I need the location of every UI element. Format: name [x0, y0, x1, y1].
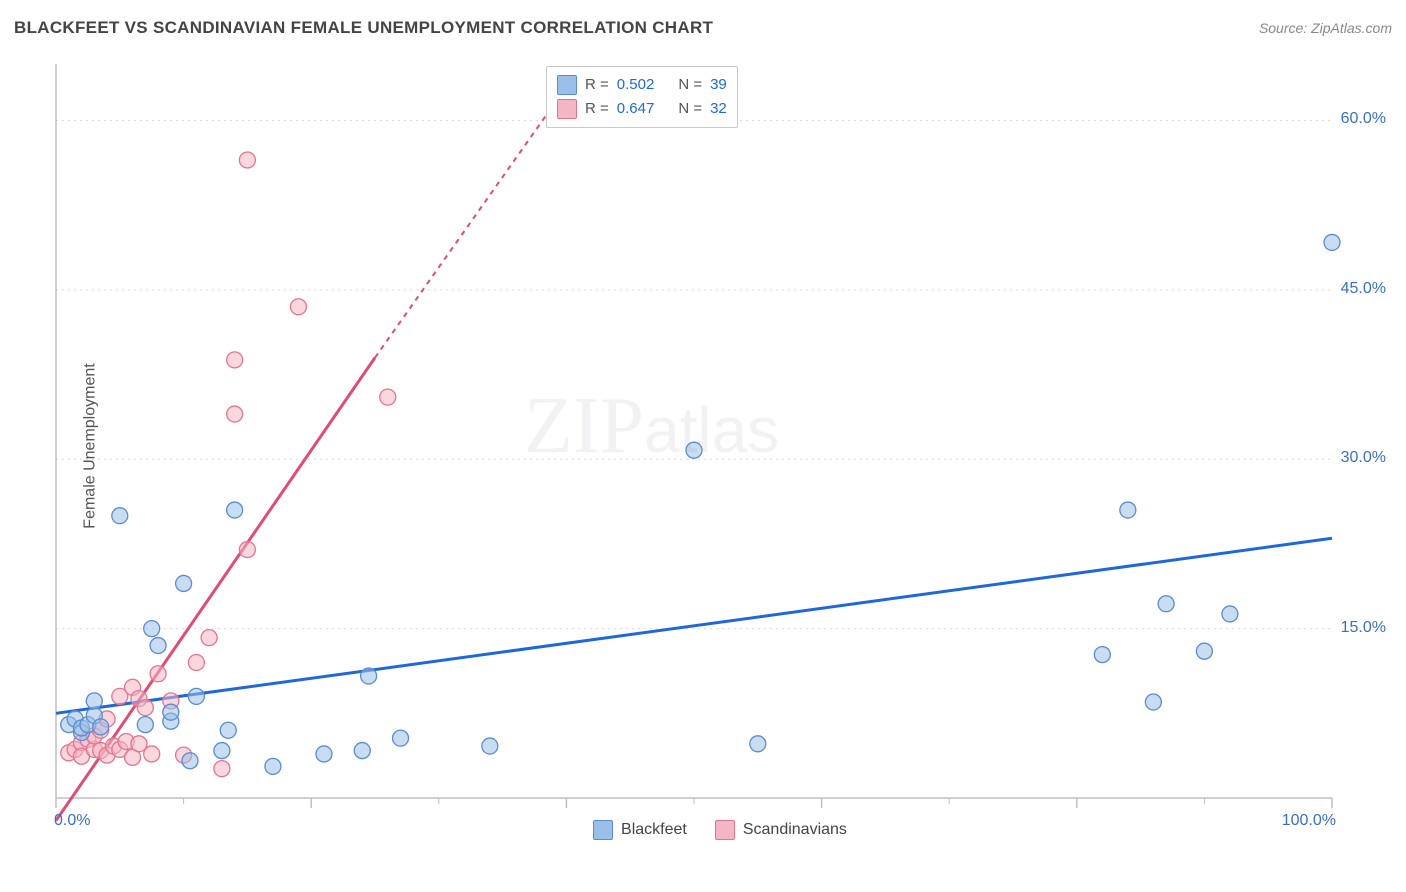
chart-title: BLACKFEET VS SCANDINAVIAN FEMALE UNEMPLO…	[14, 18, 713, 38]
stat-n-value-scandinavians: 32	[710, 97, 727, 121]
stat-row-scandinavians: R = 0.647 N = 32	[557, 97, 727, 121]
stat-swatch-scandinavians	[557, 99, 577, 119]
stat-swatch-blackfeet	[557, 75, 577, 95]
legend-label-blackfeet: Blackfeet	[621, 821, 687, 839]
stat-n-label: N =	[678, 97, 702, 121]
legend-item-scandinavians: Scandinavians	[715, 820, 847, 840]
stat-r-label: R =	[585, 97, 609, 121]
source-attribution: Source: ZipAtlas.com	[1259, 20, 1392, 36]
stat-r-value-blackfeet: 0.502	[617, 73, 655, 97]
stat-r-value-scandinavians: 0.647	[617, 97, 655, 121]
legend-swatch-scandinavians	[715, 820, 735, 840]
legend-item-blackfeet: Blackfeet	[593, 820, 687, 840]
stat-row-blackfeet: R = 0.502 N = 39	[557, 73, 727, 97]
chart-area: ZIPatlas R =0.502N =39R =0.647N =32 15.0…	[48, 56, 1392, 846]
stat-n-label: N =	[678, 73, 702, 97]
stat-r-label: R =	[585, 73, 609, 97]
legend-swatch-blackfeet	[593, 820, 613, 840]
stat-n-value-blackfeet: 39	[710, 73, 727, 97]
y-tick-label: 30.0%	[1341, 449, 1386, 467]
correlation-stats-box: R = 0.502 N = 39 R = 0.647 N = 32	[546, 66, 738, 128]
y-tick-label: 60.0%	[1341, 110, 1386, 128]
bottom-legend: Blackfeet Scandinavians	[48, 820, 1392, 840]
legend-label-scandinavians: Scandinavians	[743, 821, 847, 839]
scatter-chart-svg	[48, 56, 1392, 846]
y-tick-label: 15.0%	[1341, 619, 1386, 637]
y-tick-label: 45.0%	[1341, 280, 1386, 298]
